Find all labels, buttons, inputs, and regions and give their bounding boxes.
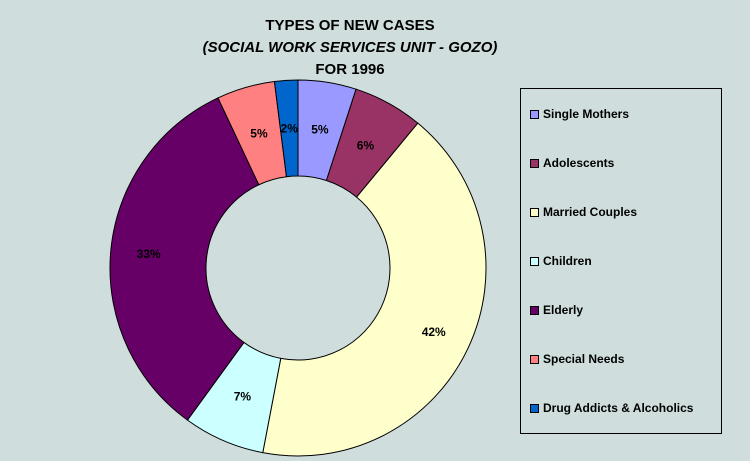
legend-item: Children <box>530 253 592 269</box>
slice-drug-addicts-alcoholics <box>273 79 299 178</box>
legend: Single Mothers Adolescents Married Couples… <box>520 88 722 434</box>
legend-swatch <box>530 354 539 364</box>
legend-item: Single Mothers <box>530 106 629 122</box>
legend-swatch <box>530 109 539 119</box>
legend-item: Adolescents <box>530 155 614 171</box>
slices-group <box>109 79 487 457</box>
legend-item: Married Couples <box>530 204 637 220</box>
slice-married-couples <box>262 122 487 457</box>
legend-swatch <box>530 256 539 266</box>
legend-item: Special Needs <box>530 351 624 367</box>
legend-label: Single Mothers <box>543 107 630 121</box>
legend-swatch <box>530 403 539 413</box>
legend-item: Elderly <box>530 302 583 318</box>
chart-subtitle: (SOCIAL WORK SERVICES UNIT - GOZO) <box>202 39 498 56</box>
legend-label: Elderly <box>543 303 584 317</box>
chart-subtitle-year: FOR 1996 <box>315 61 385 78</box>
slice-label: 5% <box>250 127 268 141</box>
chart-title: TYPES OF NEW CASES <box>265 17 435 34</box>
legend-swatch <box>530 158 539 168</box>
slice-label: 7% <box>234 389 252 403</box>
slice-label: 42% <box>422 325 446 339</box>
legend-label: Adolescents <box>543 156 615 170</box>
slice-label: 5% <box>311 123 329 137</box>
legend-label: Special Needs <box>543 352 625 366</box>
legend-item: Drug Addicts & Alcoholics <box>530 400 693 416</box>
legend-swatch <box>530 207 539 217</box>
slice-label: 2% <box>281 121 299 135</box>
slice-elderly <box>109 97 260 421</box>
legend-label: Children <box>543 254 592 268</box>
legend-swatch <box>530 305 539 315</box>
legend-label: Married Couples <box>543 205 638 219</box>
slice-label: 6% <box>357 138 375 152</box>
legend-label: Drug Addicts & Alcoholics <box>543 401 694 415</box>
labels-group: 5% 6% 42% 7% 33% 5% 2% <box>137 121 446 403</box>
slice-label: 33% <box>137 247 161 261</box>
